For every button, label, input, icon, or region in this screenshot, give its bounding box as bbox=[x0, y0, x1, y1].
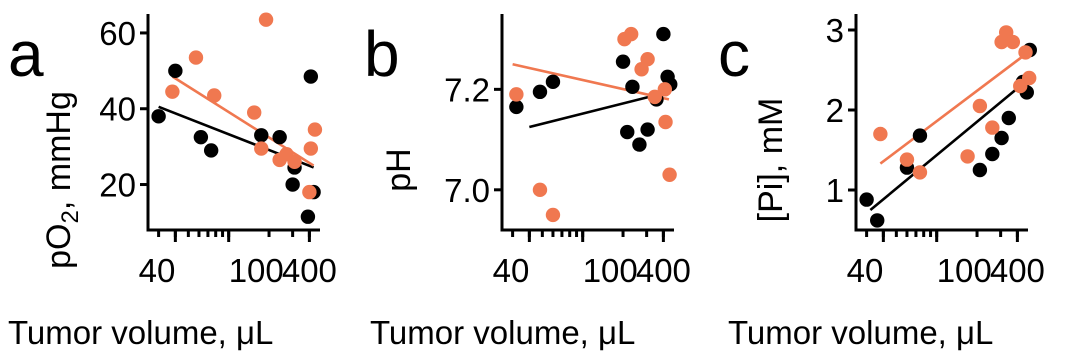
fit-line-c-0 bbox=[869, 78, 1029, 212]
point-b-0-7 bbox=[640, 122, 655, 137]
point-a-1-10 bbox=[303, 141, 319, 156]
x-axis-title-b: Tumor volume, μL bbox=[370, 314, 635, 351]
point-a-0-3 bbox=[203, 143, 219, 158]
point-a-1-3 bbox=[247, 105, 262, 120]
point-a-1-9 bbox=[302, 184, 317, 200]
y-axis-title-a: pO2, mmHg bbox=[40, 91, 84, 269]
point-c-0-6 bbox=[994, 130, 1009, 146]
fit-line-b-0 bbox=[529, 90, 670, 129]
point-a-0-2 bbox=[193, 129, 209, 145]
point-b-1-4 bbox=[623, 26, 639, 42]
point-c-0-7 bbox=[1001, 110, 1016, 126]
point-a-0-0 bbox=[151, 109, 166, 124]
point-c-1-10 bbox=[1018, 45, 1033, 60]
point-a-1-0 bbox=[165, 84, 180, 99]
x-tick-label-b-0: 40 bbox=[493, 252, 530, 289]
point-b-0-9 bbox=[656, 26, 671, 42]
point-c-1-2 bbox=[912, 165, 928, 180]
point-c-1-8 bbox=[1005, 34, 1021, 50]
point-c-1-11 bbox=[1022, 70, 1037, 86]
point-a-0-4 bbox=[254, 128, 269, 143]
point-b-0-6 bbox=[632, 137, 647, 152]
x-tick-label-c-2: 400 bbox=[990, 252, 1045, 289]
panel-letter-c: c bbox=[718, 18, 750, 90]
y-axis-title-c: [Pi], mM bbox=[752, 98, 790, 223]
y-tick-label-b-0: 7.0 bbox=[444, 172, 490, 209]
point-b-0-4 bbox=[620, 124, 635, 140]
point-a-0-9 bbox=[303, 69, 319, 84]
y-tick-label-a-2: 60 bbox=[99, 15, 136, 52]
y-tick-label-c-2: 3 bbox=[826, 12, 844, 49]
point-b-1-10 bbox=[662, 167, 677, 182]
point-b-1-2 bbox=[545, 207, 561, 223]
x-axis-title-a: Tumor volume, μL bbox=[8, 314, 273, 351]
point-a-1-1 bbox=[188, 50, 204, 65]
point-b-0-5 bbox=[625, 79, 640, 95]
point-a-0-1 bbox=[168, 63, 183, 79]
point-c-0-4 bbox=[972, 162, 988, 178]
fit-line-b-1 bbox=[512, 62, 670, 101]
y-axis-title-a-main: pO bbox=[40, 224, 78, 269]
point-a-1-4 bbox=[254, 141, 269, 156]
point-a-1-8 bbox=[287, 154, 302, 169]
y-axis-title-a-sub: 2 bbox=[57, 210, 84, 223]
point-a-1-5 bbox=[258, 12, 274, 27]
point-c-1-3 bbox=[960, 149, 975, 164]
point-b-0-2 bbox=[545, 74, 561, 90]
point-c-0-3 bbox=[912, 128, 928, 143]
y-axis-title-b: pH bbox=[380, 148, 418, 191]
axes-frame-b bbox=[500, 14, 674, 232]
x-tick-label-c-1: 100 bbox=[937, 252, 992, 289]
axes-frame-c bbox=[854, 14, 1028, 232]
x-tick-label-b-2: 400 bbox=[636, 252, 691, 289]
y-tick-label-a-1: 40 bbox=[99, 91, 136, 128]
point-a-1-2 bbox=[207, 88, 222, 103]
y-axis-title-a-rest: , mmHg bbox=[40, 91, 78, 210]
point-c-1-0 bbox=[873, 126, 888, 142]
panel-letter-b: b bbox=[364, 18, 400, 90]
fit-line-c-1 bbox=[879, 51, 1029, 165]
point-b-0-1 bbox=[532, 84, 548, 100]
x-axis-title-c: Tumor volume, μL bbox=[728, 314, 993, 351]
point-a-0-8 bbox=[300, 209, 316, 224]
point-c-1-5 bbox=[985, 120, 1000, 135]
point-b-1-7 bbox=[647, 89, 662, 105]
point-a-0-6 bbox=[285, 177, 300, 192]
point-c-1-4 bbox=[972, 98, 988, 114]
point-a-0-5 bbox=[272, 129, 287, 145]
y-tick-label-a-0: 20 bbox=[99, 167, 136, 204]
point-c-0-0 bbox=[859, 192, 874, 207]
y-tick-label-b-1: 7.2 bbox=[444, 71, 490, 108]
panel-a: a pO2, mmHg Tumor volume, μL 20 40 60 40 100… bbox=[8, 12, 337, 351]
x-tick-label-a-2: 400 bbox=[282, 252, 337, 289]
axes-frame-a bbox=[146, 14, 320, 232]
point-b-1-9 bbox=[658, 114, 673, 130]
point-b-0-3 bbox=[615, 54, 631, 69]
x-tick-label-a-1: 100 bbox=[229, 252, 284, 289]
point-b-1-8 bbox=[657, 82, 673, 97]
x-tick-label-a-0: 40 bbox=[139, 252, 176, 289]
point-c-0-5 bbox=[985, 146, 1000, 162]
point-c-1-1 bbox=[899, 152, 915, 167]
x-tick-label-c-0: 40 bbox=[847, 252, 884, 289]
point-c-0-1 bbox=[870, 213, 885, 228]
point-b-1-6 bbox=[640, 52, 655, 67]
point-b-1-1 bbox=[532, 182, 548, 198]
point-b-1-0 bbox=[509, 87, 524, 102]
x-tick-label-b-1: 100 bbox=[583, 252, 638, 289]
panel-letter-a: a bbox=[8, 18, 44, 90]
y-tick-label-c-1: 2 bbox=[826, 92, 844, 129]
y-tick-label-c-0: 1 bbox=[826, 172, 844, 209]
point-a-1-11 bbox=[307, 122, 323, 137]
point-b-0-0 bbox=[509, 99, 524, 115]
